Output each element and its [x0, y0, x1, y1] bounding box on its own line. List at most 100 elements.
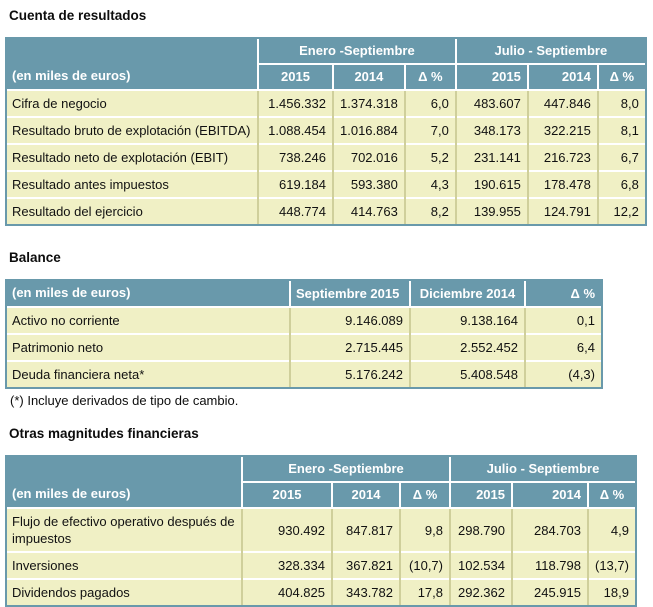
table-cell: 847.817: [331, 507, 400, 552]
table-cell: 0,1: [524, 306, 601, 334]
table-cell: 343.782: [331, 578, 400, 605]
row-label: Patrimonio neto: [7, 333, 290, 361]
table-row: Cifra de negocio 1.456.332 1.374.318 6,0…: [7, 89, 645, 117]
table-cell: 7,0: [403, 116, 456, 144]
column-header: 2014: [526, 64, 598, 90]
table-cell: 483.607: [454, 89, 528, 117]
table-cell: 367.821: [331, 551, 400, 579]
table-cell: 9.138.164: [409, 306, 525, 334]
table-cell: 448.774: [257, 197, 333, 224]
table-cell: 8,0: [596, 89, 645, 117]
table-cell: 930.492: [241, 507, 332, 552]
table-cell: 6,8: [596, 170, 645, 198]
income-statement-table: (en miles de euros) Enero -Septiembre Ju…: [5, 37, 647, 226]
table-row: Resultado antes impuestos 619.184 593.38…: [7, 170, 645, 198]
table-cell: 1.088.454: [257, 116, 333, 144]
table-cell: 404.825: [241, 578, 332, 605]
column-header-delta: Δ %: [596, 64, 645, 90]
row-label: Inversiones: [7, 551, 242, 579]
balance-section: Balance (en miles de euros) Septiembre 2…: [5, 250, 653, 408]
table-cell: 593.380: [332, 170, 405, 198]
other-financials-section: Otras magnitudes financieras (en miles d…: [5, 426, 653, 607]
table-cell: 447.846: [526, 89, 598, 117]
table-cell: 6,4: [524, 333, 601, 361]
table-cell: 322.215: [526, 116, 598, 144]
balance-footnote: (*) Incluye derivados de tipo de cambio.: [10, 393, 239, 408]
column-header-delta: Δ %: [403, 64, 456, 90]
table-cell: 1.016.884: [332, 116, 405, 144]
row-label: Flujo de efectivo operativo después de i…: [7, 507, 242, 552]
table-cell: 18,9: [587, 578, 635, 605]
table-cell: 178.478: [526, 170, 598, 198]
table-row: Patrimonio neto 2.715.445 2.552.452 6,4: [7, 333, 601, 361]
table-cell: 328.334: [241, 551, 332, 579]
unit-label: (en miles de euros): [7, 457, 242, 508]
row-label: Dividendos pagados: [7, 578, 242, 605]
table-cell: (10,7): [399, 551, 450, 579]
table-cell: 1.456.332: [257, 89, 333, 117]
balance-table: (en miles de euros) Septiembre 2015 Dici…: [5, 279, 603, 389]
unit-label: (en miles de euros): [7, 281, 290, 307]
table-cell: 2.715.445: [289, 333, 410, 361]
table-cell: 190.615: [454, 170, 528, 198]
table-cell: 348.173: [454, 116, 528, 144]
table-row: Resultado neto de explotación (EBIT) 738…: [7, 143, 645, 171]
period-group-header: Enero -Septiembre: [241, 457, 450, 483]
table-cell: 414.763: [332, 197, 405, 224]
table-cell: 8,1: [596, 116, 645, 144]
table-row: Resultado del ejercicio 448.774 414.763 …: [7, 197, 645, 224]
table-cell: 5.176.242: [289, 360, 410, 387]
table-cell: 619.184: [257, 170, 333, 198]
column-header: 2015: [454, 64, 528, 90]
income-statement-title: Cuenta de resultados: [9, 8, 147, 23]
table-cell: 231.141: [454, 143, 528, 171]
table-cell: 292.362: [449, 578, 512, 605]
table-cell: 702.016: [332, 143, 405, 171]
table-cell: 298.790: [449, 507, 512, 552]
table-cell: 17,8: [399, 578, 450, 605]
column-header: 2015: [449, 482, 512, 508]
table-cell: 4,3: [403, 170, 456, 198]
table-row: Inversiones 328.334 367.821 (10,7) 102.5…: [7, 551, 635, 579]
column-header: 2015: [241, 482, 332, 508]
table-cell: 2.552.452: [409, 333, 525, 361]
table-cell: 245.915: [511, 578, 588, 605]
table-cell: 124.791: [526, 197, 598, 224]
column-header: 2014: [332, 64, 405, 90]
table-cell: 6,7: [596, 143, 645, 171]
table-cell: 1.374.318: [332, 89, 405, 117]
other-financials-title: Otras magnitudes financieras: [9, 426, 199, 441]
table-cell: 102.534: [449, 551, 512, 579]
balance-title: Balance: [9, 250, 61, 265]
row-label: Cifra de negocio: [7, 89, 258, 117]
row-label: Resultado antes impuestos: [7, 170, 258, 198]
row-label: Activo no corriente: [7, 306, 290, 334]
column-header: 2014: [511, 482, 588, 508]
period-group-header: Enero -Septiembre: [257, 39, 456, 65]
column-header: Diciembre 2014: [409, 281, 525, 307]
income-statement-section: Cuenta de resultados (en miles de euros)…: [5, 8, 653, 226]
column-header: 2014: [331, 482, 400, 508]
period-group-header: Julio - Septiembre: [449, 457, 635, 483]
table-cell: 4,9: [587, 507, 635, 552]
table-cell: 6,0: [403, 89, 456, 117]
period-group-header: Julio - Septiembre: [454, 39, 645, 65]
table-cell: 9.146.089: [289, 306, 410, 334]
other-financials-table: (en miles de euros) Enero -Septiembre Ju…: [5, 455, 637, 607]
table-cell: (13,7): [587, 551, 635, 579]
table-row: Resultado bruto de explotación (EBITDA) …: [7, 116, 645, 144]
row-label: Resultado neto de explotación (EBIT): [7, 143, 258, 171]
table-cell: (4,3): [524, 360, 601, 387]
table-cell: 284.703: [511, 507, 588, 552]
column-header: 2015: [257, 64, 333, 90]
table-cell: 216.723: [526, 143, 598, 171]
table-cell: 8,2: [403, 197, 456, 224]
row-label: Deuda financiera neta*: [7, 360, 290, 387]
table-row: Flujo de efectivo operativo después de i…: [7, 507, 635, 552]
row-label: Resultado del ejercicio: [7, 197, 258, 224]
table-cell: 738.246: [257, 143, 333, 171]
table-cell: 9,8: [399, 507, 450, 552]
column-header-delta: Δ %: [524, 281, 601, 307]
table-cell: 139.955: [454, 197, 528, 224]
column-header: Septiembre 2015: [289, 281, 410, 307]
